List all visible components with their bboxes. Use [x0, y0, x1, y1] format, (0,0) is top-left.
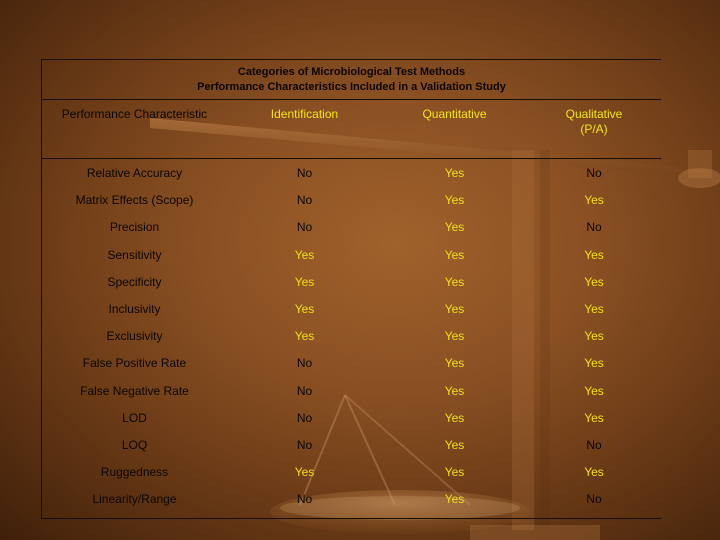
identification-cell: No	[296, 438, 313, 452]
table-title: Categories of Microbiological Test Metho…	[42, 60, 661, 100]
quantitative-cell: Yes	[444, 383, 465, 398]
characteristic-cell: Ruggedness	[100, 465, 169, 480]
identification-cell: Yes	[294, 329, 315, 344]
quantitative-cell: Yes	[444, 492, 465, 507]
header-identification: Identification	[270, 107, 339, 121]
identification-cell: Yes	[294, 274, 315, 289]
header-qualitative-line-1: Qualitative	[565, 107, 623, 121]
qualitative-cell: No	[586, 166, 602, 180]
header-qualitative-line-2: (P/A)	[580, 122, 608, 136]
characteristic-cell: Inclusivity	[108, 302, 161, 316]
identification-cell: No	[296, 492, 313, 507]
identification-cell: Yes	[294, 465, 315, 480]
table-title-line-1: Categories of Microbiological Test Metho…	[237, 65, 466, 78]
qualitative-cell: Yes	[584, 274, 604, 289]
identification-cell: Yes	[294, 247, 315, 262]
table-title-line-2: Performance Characteristics Included in …	[197, 80, 506, 93]
table-row: Relative Accuracy No Yes No	[42, 160, 661, 187]
quantitative-cell: Yes	[444, 193, 465, 208]
table-row: Sensitivity Yes Yes Yes	[42, 242, 661, 269]
identification-cell: No	[296, 220, 313, 235]
column-header-row: Performance Characteristic Identificatio…	[42, 100, 661, 159]
table-row: LOD No Yes Yes	[42, 405, 661, 432]
identification-cell: Yes	[294, 302, 315, 316]
characteristic-cell: LOQ	[121, 438, 148, 452]
qualitative-cell: Yes	[584, 247, 604, 262]
quantitative-cell: Yes	[444, 247, 465, 262]
table-row: Exclusivity Yes Yes Yes	[42, 323, 661, 350]
quantitative-cell: Yes	[444, 465, 465, 480]
table-row: Inclusivity Yes Yes Yes	[42, 296, 661, 323]
table-row: Ruggedness Yes Yes Yes	[42, 459, 661, 486]
characteristic-cell: Linearity/Range	[92, 492, 177, 507]
table-row: False Positive Rate No Yes Yes	[42, 350, 661, 377]
header-characteristic: Performance Characteristic	[61, 107, 208, 121]
characteristic-cell: Sensitivity	[107, 247, 162, 262]
characteristic-cell: LOD	[122, 410, 147, 425]
qualitative-cell: No	[586, 438, 602, 452]
quantitative-cell: Yes	[444, 356, 465, 371]
qualitative-cell: Yes	[584, 383, 604, 398]
quantitative-cell: Yes	[444, 302, 465, 316]
qualitative-cell: Yes	[584, 302, 604, 316]
characteristic-cell: Precision	[109, 220, 160, 235]
validation-table: Categories of Microbiological Test Metho…	[41, 59, 661, 519]
identification-cell: No	[296, 410, 313, 425]
qualitative-cell: Yes	[584, 465, 604, 480]
table-row: Matrix Effects (Scope) No Yes Yes	[42, 187, 661, 214]
quantitative-cell: Yes	[444, 438, 465, 452]
quantitative-cell: Yes	[444, 410, 465, 425]
header-qualitative: Qualitative (P/A)	[527, 107, 661, 137]
header-quantitative: Quantitative	[422, 107, 487, 121]
characteristic-cell: Specificity	[107, 274, 162, 289]
table-row: Linearity/Range No Yes No	[42, 486, 661, 513]
qualitative-cell: Yes	[584, 356, 604, 371]
quantitative-cell: Yes	[444, 274, 465, 289]
characteristic-cell: Matrix Effects (Scope)	[75, 193, 194, 208]
characteristic-cell: False Negative Rate	[80, 383, 189, 398]
table-row: LOQ No Yes No	[42, 432, 661, 459]
identification-cell: No	[296, 166, 313, 180]
characteristic-cell: Exclusivity	[106, 329, 163, 344]
quantitative-cell: Yes	[444, 166, 465, 180]
quantitative-cell: Yes	[444, 220, 465, 235]
characteristic-cell: Relative Accuracy	[86, 166, 183, 180]
identification-cell: No	[296, 356, 313, 371]
identification-cell: No	[296, 193, 313, 208]
quantitative-cell: Yes	[444, 329, 465, 344]
qualitative-cell: No	[586, 220, 602, 235]
table-row: False Negative Rate No Yes Yes	[42, 378, 661, 405]
qualitative-cell: No	[586, 492, 602, 507]
identification-cell: No	[296, 383, 313, 398]
table-row: Specificity Yes Yes Yes	[42, 269, 661, 296]
qualitative-cell: Yes	[584, 329, 604, 344]
table-row: Precision No Yes No	[42, 214, 661, 241]
qualitative-cell: Yes	[584, 410, 604, 425]
characteristic-cell: False Positive Rate	[82, 356, 187, 371]
qualitative-cell: Yes	[584, 193, 604, 208]
